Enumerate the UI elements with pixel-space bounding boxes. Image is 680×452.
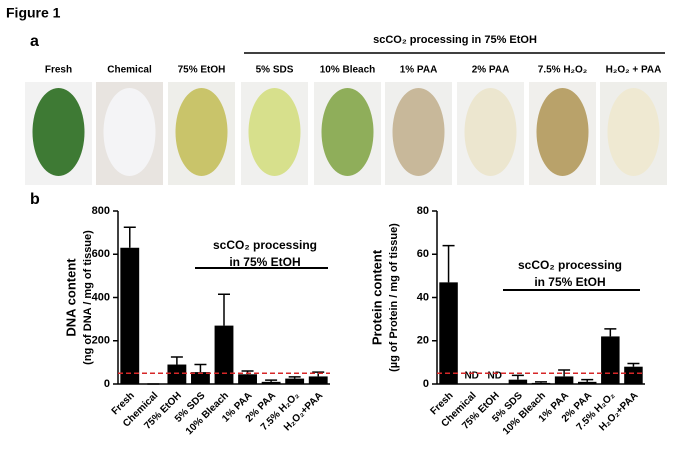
figure-title: Figure 1 xyxy=(6,5,61,21)
error-bar xyxy=(170,356,183,365)
bar xyxy=(508,379,528,384)
bar xyxy=(624,366,643,384)
y-axis-label: Protein content xyxy=(369,249,384,345)
leaf xyxy=(103,88,156,176)
leaf xyxy=(392,88,445,176)
photo-label: 1% PAA xyxy=(400,65,438,76)
panel-label: a xyxy=(30,33,39,50)
photo-label: H₂O₂ + PAA xyxy=(606,65,662,76)
annotation: scCO₂ processing xyxy=(213,238,317,252)
error-bar xyxy=(442,244,455,283)
y-axis-label: DNA content xyxy=(63,258,78,337)
annotation: scCO₂ processing xyxy=(518,258,622,272)
bar xyxy=(191,372,210,384)
value-label: ND xyxy=(464,371,478,382)
y-tick-label: 400 xyxy=(92,291,110,303)
leaf xyxy=(607,88,660,176)
y-tick-label: 800 xyxy=(92,205,110,217)
bar xyxy=(285,378,305,384)
leaf xyxy=(175,88,228,176)
leaf xyxy=(464,88,517,176)
bar xyxy=(554,376,574,384)
y-axis-label: (µg of Protein / mg of tissue) xyxy=(388,223,400,372)
y-tick-label: 40 xyxy=(417,291,429,303)
bar xyxy=(439,282,458,384)
y-tick-label: 80 xyxy=(417,205,429,217)
leaf xyxy=(248,88,301,176)
y-tick-label: 200 xyxy=(92,335,110,347)
y-axis-label: (ng of DNA / mg of tissue) xyxy=(82,230,94,365)
annotation: in 75% EtOH xyxy=(229,255,300,269)
bar xyxy=(261,381,281,384)
bar xyxy=(214,325,234,384)
error-bar xyxy=(511,374,524,380)
error-bar xyxy=(627,362,640,367)
y-tick-label: 60 xyxy=(417,248,429,260)
bar xyxy=(601,336,620,384)
photo-label: Fresh xyxy=(45,65,72,76)
annotation: in 75% EtOH xyxy=(534,275,605,289)
bar xyxy=(577,381,597,384)
photo-label: 10% Bleach xyxy=(320,65,376,76)
leaf xyxy=(32,88,85,176)
error-bar xyxy=(558,369,571,377)
bar xyxy=(308,376,328,384)
error-bar xyxy=(581,378,594,382)
leaf xyxy=(536,88,589,176)
y-tick-label: 20 xyxy=(417,335,429,347)
bar xyxy=(238,374,257,384)
value-label: ND xyxy=(488,371,502,382)
error-bar xyxy=(288,376,301,379)
y-tick-label: 0 xyxy=(104,378,110,390)
error-bar xyxy=(123,226,136,248)
leaf xyxy=(321,88,374,176)
y-tick-label: 0 xyxy=(423,378,429,390)
bar xyxy=(120,247,140,384)
photo-label: 5% SDS xyxy=(256,65,294,76)
error-bar xyxy=(265,379,278,382)
group-header: scCO₂ processing in 75% EtOH xyxy=(373,34,537,46)
photo-label: 2% PAA xyxy=(472,65,510,76)
error-bar xyxy=(604,328,617,337)
error-bar xyxy=(535,381,547,383)
error-bar xyxy=(194,363,207,373)
bar xyxy=(167,364,187,384)
bar xyxy=(531,382,551,384)
y-tick-label: 600 xyxy=(92,248,110,260)
error-bar xyxy=(218,293,230,326)
photo-label: 75% EtOH xyxy=(178,65,226,76)
panel-label: b xyxy=(30,191,40,208)
photo-label: 7.5% H₂O₂ xyxy=(538,65,587,76)
photo-label: Chemical xyxy=(107,65,152,76)
